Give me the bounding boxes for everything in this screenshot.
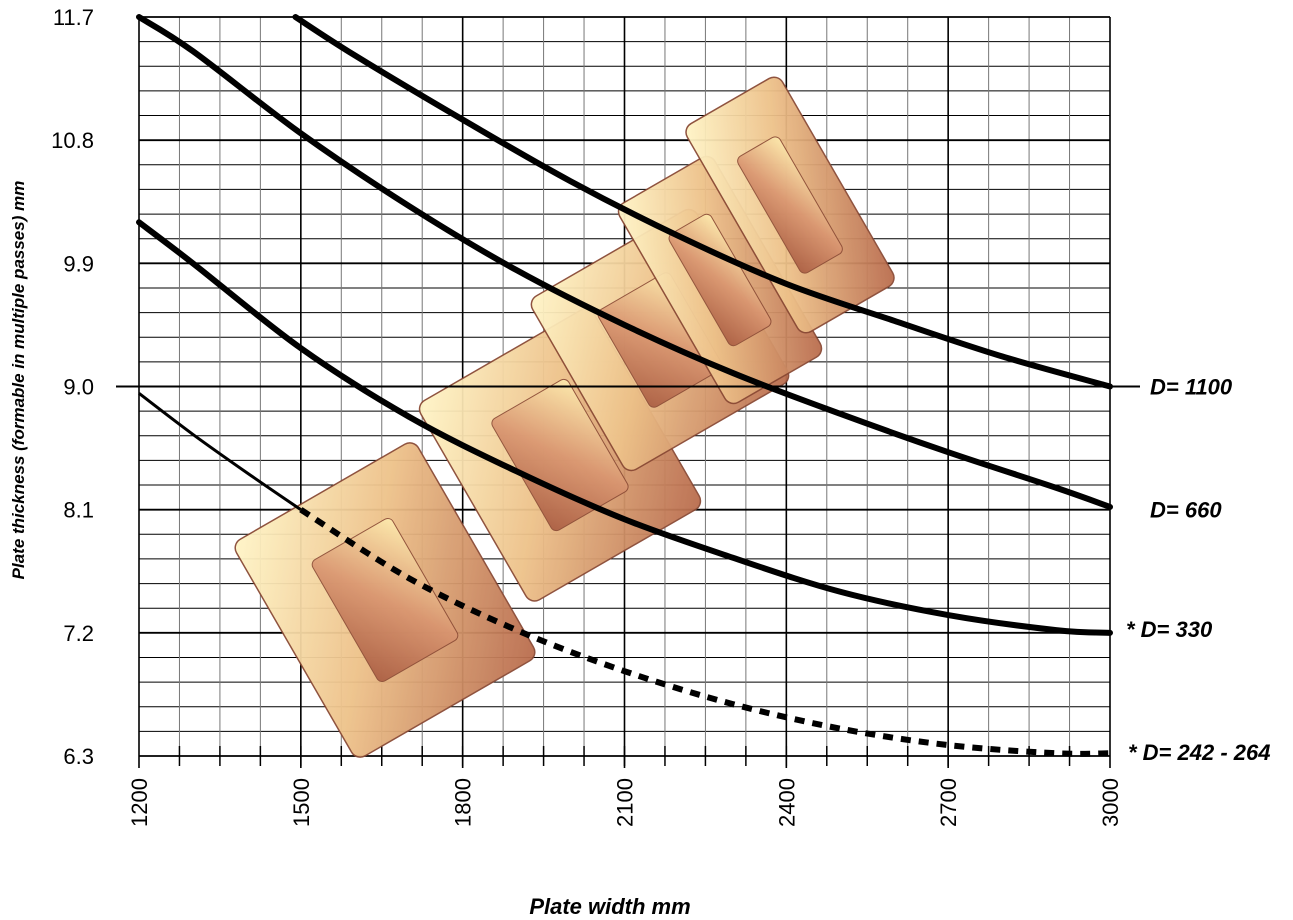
series-line xyxy=(136,219,1113,636)
series-label: D= 660 xyxy=(1150,498,1222,523)
x-axis-title: Plate width mm xyxy=(529,894,690,919)
series-line xyxy=(136,14,1113,510)
x-tick-labels: 1200 1500 1800 2100 2400 2700 3000 xyxy=(127,778,1123,827)
logo-letter xyxy=(234,442,536,758)
x-tick-label: 1200 xyxy=(127,778,152,827)
series-line xyxy=(292,14,1113,390)
x-tick-label: 2400 xyxy=(774,778,799,827)
y-tick-label: 10.8 xyxy=(51,128,94,153)
x-tick-label: 3000 xyxy=(1098,778,1123,827)
logo-letter-inner xyxy=(737,136,843,274)
y-tick-label: 9.9 xyxy=(63,251,94,276)
series-line-dotted xyxy=(299,507,1111,757)
y-axis-title: Plate thickness (formable in multiple pa… xyxy=(9,181,28,580)
series-lines xyxy=(136,14,1113,757)
y-tick-label: 8.1 xyxy=(63,498,94,523)
series-labels: D= 1100 D= 660 * D= 330 * D= 242 - 264 xyxy=(1126,375,1270,766)
x-tick-label: 2100 xyxy=(613,778,638,827)
y-tick-label: 6.3 xyxy=(63,744,94,769)
series-label: * D= 330 xyxy=(1126,617,1213,642)
y-tick-label: 11.7 xyxy=(53,5,94,30)
y-tick-label: 9.0 xyxy=(63,375,94,400)
y-tick-label: 7.2 xyxy=(63,621,94,646)
logo-letter xyxy=(685,76,895,334)
x-tick-label: 1800 xyxy=(451,778,476,827)
x-tick-label: 1500 xyxy=(289,778,314,827)
series-line-solid xyxy=(138,392,302,511)
y-tick-labels: 6.3 7.2 8.1 9.0 9.9 10.8 11.7 xyxy=(51,5,94,769)
x-tick-label: 2700 xyxy=(936,778,961,827)
series-label: * D= 242 - 264 xyxy=(1128,740,1270,765)
series-label: D= 1100 xyxy=(1150,375,1233,400)
